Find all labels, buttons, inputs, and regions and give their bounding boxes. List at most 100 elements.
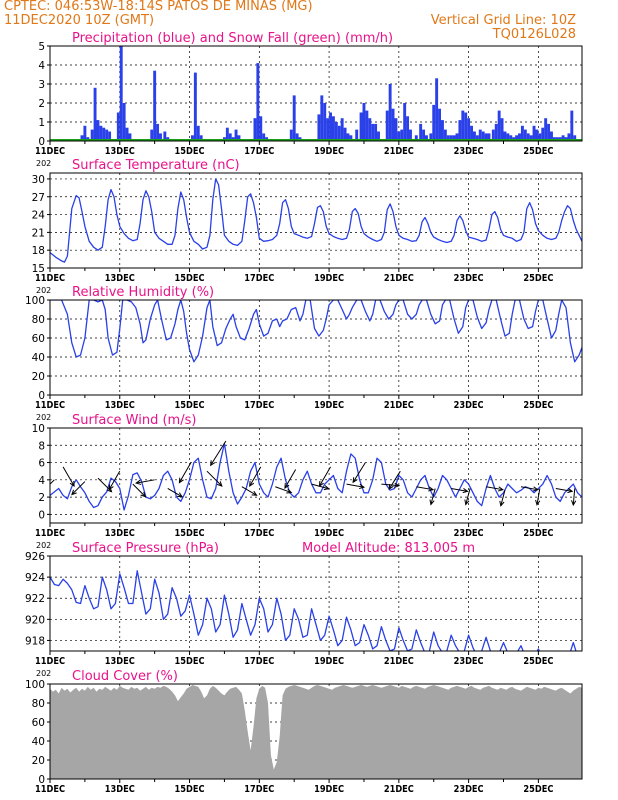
precip-bar (455, 133, 459, 141)
precip-bar (374, 123, 378, 141)
header-run-time: 11DEC2020 10Z (GMT) (4, 13, 155, 28)
cloud-xtick-label: 13DEC (105, 784, 135, 795)
header-vertical-grid: Vertical Grid Line: 10Z (430, 13, 576, 28)
wind-ytick-label: 0 (38, 509, 45, 521)
humidity-ytick-label: 20 (32, 371, 45, 383)
precip-bar (362, 103, 366, 141)
temp-xtick-label: 23DEC (454, 273, 484, 284)
wind-vector (241, 486, 258, 496)
temp-ytick-label: 18 (32, 245, 45, 257)
precip-bar (295, 133, 299, 141)
temp-xtick-label: 25DEC (523, 273, 553, 284)
precip-bar (438, 108, 442, 141)
humidity-xtick-label: 13DEC (105, 400, 135, 411)
precip-bar (470, 125, 473, 141)
pressure-panel: 918 920 922 924 926 11DEC 13DEC 15DEC 17DEC 19DEC… (25, 541, 583, 678)
wind-frame (49, 427, 583, 524)
precip-ytick-label: 3 (38, 79, 45, 91)
humidity-xtick-label: 25DEC (523, 400, 553, 411)
humidity-title: Relative Humidity (%) (72, 285, 214, 300)
precip-bar (400, 129, 404, 141)
precip-xtick-label: 23DEC (454, 146, 484, 157)
temp-ytick-label: 15 (32, 263, 45, 275)
precip-bar (326, 118, 330, 141)
cloud-ytick-label: 80 (32, 698, 45, 710)
precip-bar (346, 133, 350, 141)
precip-bar (515, 135, 519, 141)
precip-bar (478, 129, 482, 141)
temp-ytick-label: 24 (32, 210, 46, 222)
humidity-xtick-label: 19DEC (314, 400, 344, 411)
precip-bar (385, 110, 389, 141)
wind-vector (352, 462, 366, 484)
precip-ytick-label: 0 (38, 136, 45, 148)
precip-bar (422, 129, 426, 141)
wind-xtick-label: 19DEC (314, 528, 344, 539)
precip-bar (491, 129, 495, 141)
wind-vector (71, 481, 86, 496)
cloud-plot-area (50, 685, 582, 779)
precip-bar (377, 131, 380, 141)
precip-bar (150, 129, 154, 141)
humidity-xtick-label: 17DEC (244, 400, 274, 411)
pressure-year-label: 202 (36, 669, 51, 678)
cloud-ytick-label: 40 (32, 736, 45, 748)
precip-bar (371, 123, 375, 141)
precip-bar (391, 108, 395, 141)
precip-bar (484, 133, 488, 141)
humidity-xtick-label: 15DEC (175, 400, 205, 411)
precip-bar (544, 118, 548, 141)
wind-xtick-label: 15DEC (175, 528, 205, 539)
cloud-xtick-label: 23DEC (454, 784, 484, 795)
precip-bar (340, 118, 344, 141)
precip-bar (225, 127, 229, 141)
precip-xtick-label: 25DEC (523, 146, 553, 157)
precip-bar (429, 133, 433, 141)
precip-bar (497, 110, 501, 141)
cloud-xtick-label: 21DEC (384, 784, 414, 795)
pressure-xtick-label: 21DEC (384, 656, 414, 667)
precip-bar (449, 135, 453, 141)
wind-ytick-label: 8 (38, 440, 45, 452)
precip-ytick-label: 1 (38, 117, 45, 129)
wind-vector (318, 466, 331, 487)
wind-vector (50, 479, 55, 485)
cloud-xtick-label: 15DEC (175, 784, 205, 795)
wind-vector (520, 486, 539, 492)
precip-xtick-label: 15DEC (175, 146, 205, 157)
precip-bar (196, 125, 200, 141)
humidity-xtick-label: 11DEC (35, 400, 65, 411)
precip-bar (365, 110, 369, 141)
wind-vector (464, 488, 471, 506)
wind-vector (555, 487, 574, 494)
temp-title: Surface Temperature (nC) (72, 158, 240, 173)
precip-bar (520, 125, 524, 141)
precip-bar (535, 129, 539, 141)
precip-bar (452, 135, 456, 141)
precip-bar (190, 135, 194, 141)
precip-bar (432, 104, 436, 141)
precip-bar (464, 112, 468, 141)
header-location: CPTEC: 046:53W-18:14S PATOS DE MINAS (MG… (4, 0, 313, 14)
pressure-plot-area (50, 570, 577, 651)
cloud-xtick-label: 11DEC (35, 784, 65, 795)
cloud-cover-area (50, 685, 582, 779)
precip-bar (125, 127, 129, 141)
precip-bar (472, 131, 476, 141)
cloud-ytick-label: 60 (32, 717, 45, 729)
precip-bar (503, 131, 507, 141)
precip-bar (331, 116, 335, 141)
precip-bar (397, 131, 401, 141)
precip-bar (102, 127, 106, 141)
precip-bar (329, 112, 332, 141)
wind-vector (62, 466, 75, 487)
precip-bar (567, 133, 571, 141)
wind-vector (167, 488, 184, 498)
precip-bar (409, 129, 412, 141)
precip-bar (193, 72, 197, 141)
wind-vector (210, 440, 227, 467)
precip-bar (289, 129, 293, 141)
wind-vector (499, 490, 506, 507)
precip-bar (509, 135, 513, 141)
